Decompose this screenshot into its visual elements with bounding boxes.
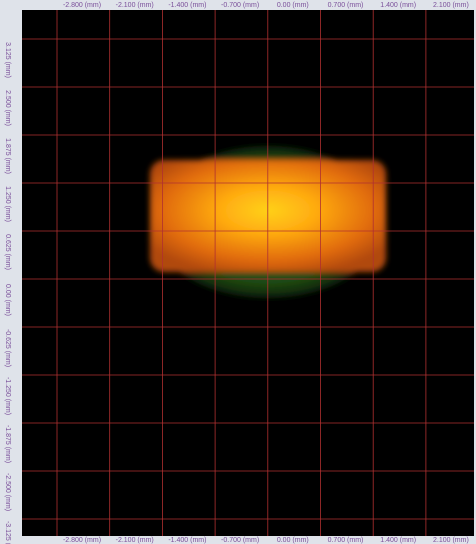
x-axis-label-top: -1.400 (mm) <box>168 2 206 9</box>
y-axis-label-left: -0.625 (mm) <box>4 329 11 367</box>
y-axis-label-left: 2.500 (mm) <box>4 90 11 126</box>
x-axis-label-bottom: -0.700 (mm) <box>221 537 259 544</box>
axis-labels: -2.800 (mm) -2.100 (mm) -1.400 (mm) -0.700 … <box>4 2 469 544</box>
x-axis-label-top: -2.100 (mm) <box>116 2 154 9</box>
x-axis-label-bottom: 1.400 (mm) <box>380 537 416 544</box>
x-axis-label-bottom: -1.400 (mm) <box>168 537 206 544</box>
x-axis-label-bottom: 0.00 (mm) <box>277 537 309 544</box>
x-axis-label-bottom: 0.700 (mm) <box>328 537 364 544</box>
x-axis-label-bottom: -2.100 (mm) <box>116 537 154 544</box>
y-axis-label-left: 0.625 (mm) <box>4 234 11 270</box>
x-axis-label-bottom: 2.100 (mm) <box>433 537 469 544</box>
y-axis-label-left: -1.250 (mm) <box>4 377 11 415</box>
x-axis-label-top: 2.100 (mm) <box>433 2 469 9</box>
y-axis-label-left: -3.125 (mm) <box>4 521 11 544</box>
x-axis-label-top: 0.00 (mm) <box>277 2 309 9</box>
x-axis-label-top: 0.700 (mm) <box>328 2 364 9</box>
y-axis-label-left: -2.500 (mm) <box>4 473 11 511</box>
x-axis-label-top: 1.400 (mm) <box>380 2 416 9</box>
grid <box>22 10 474 536</box>
x-axis-label-bottom: -2.800 (mm) <box>63 537 101 544</box>
y-axis-label-left: 0.00 (mm) <box>4 284 11 316</box>
x-axis-label-top: -2.800 (mm) <box>63 2 101 9</box>
y-axis-label-left: 1.250 (mm) <box>4 186 11 222</box>
y-axis-label-left: 3.125 (mm) <box>4 42 11 78</box>
x-axis-label-top: -0.700 (mm) <box>221 2 259 9</box>
y-axis-label-left: 1.875 (mm) <box>4 138 11 174</box>
y-axis-label-left: -1.875 (mm) <box>4 425 11 463</box>
